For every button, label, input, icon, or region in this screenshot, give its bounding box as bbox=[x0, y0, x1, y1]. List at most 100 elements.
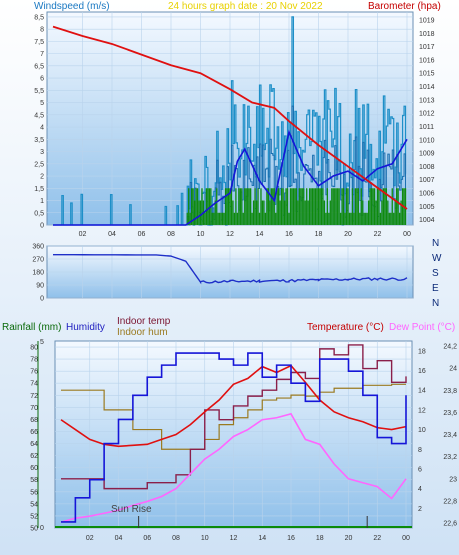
temperature-tick-label: 18 bbox=[418, 348, 426, 355]
humidity-tick-label: 54 bbox=[30, 501, 38, 508]
barometer-tick-label: 1010 bbox=[419, 137, 435, 144]
temperature-tick-label: 12 bbox=[418, 407, 426, 414]
dew-point-label: Dew Point (°C) bbox=[389, 322, 455, 333]
indoor-temp-tick-label: 23,6 bbox=[443, 410, 457, 417]
humidity-tick-label: 62 bbox=[30, 453, 38, 460]
indoor-temp-tick-label: 24,2 bbox=[443, 344, 457, 351]
humidity-tick-label: 72 bbox=[30, 393, 38, 400]
direction-tick-label: 270 bbox=[32, 257, 44, 264]
indoor-temp-tick-label: 22,6 bbox=[443, 521, 457, 528]
temp-x-tick-label: 16 bbox=[287, 535, 295, 542]
wind-x-tick-label: 04 bbox=[108, 231, 116, 238]
wind-x-tick-label: 06 bbox=[138, 231, 146, 238]
wind-x-tick-label: 02 bbox=[79, 231, 87, 238]
humidity-tick-label: 56 bbox=[30, 489, 38, 496]
temp-x-tick-label: 12 bbox=[230, 535, 238, 542]
barometer-tick-label: 1004 bbox=[419, 217, 435, 224]
indoor-temp-tick-label: 23,4 bbox=[443, 432, 457, 439]
barometer-tick-label: 1019 bbox=[419, 17, 435, 24]
barometer-tick-label: 1005 bbox=[419, 204, 435, 211]
wind-x-tick-label: 00 bbox=[403, 231, 411, 238]
temp-x-tick-label: 20 bbox=[345, 535, 353, 542]
indoor-temp-series bbox=[61, 344, 407, 490]
windspeed-axis-label: Windspeed (m/s) bbox=[34, 1, 110, 12]
wind-x-tick-label: 12 bbox=[226, 231, 234, 238]
humidity-series bbox=[61, 352, 407, 523]
rain-tick-label: 0 bbox=[40, 525, 44, 532]
temperature-tick-label: 2 bbox=[418, 506, 422, 513]
temp-x-tick-label: 14 bbox=[258, 535, 266, 542]
temperature-tick-label: 4 bbox=[418, 486, 422, 493]
wind-tick-label: 0 bbox=[40, 223, 44, 230]
wind-tick-label: 7,5 bbox=[34, 39, 44, 46]
direction-letter-n-top: N bbox=[432, 238, 439, 249]
barometer-tick-label: 1013 bbox=[419, 97, 435, 104]
wind-tick-label: 8,5 bbox=[34, 14, 44, 21]
wind-x-tick-label: 14 bbox=[256, 231, 264, 238]
wind-tick-label: 7 bbox=[40, 51, 44, 58]
humidity-tick-label: 52 bbox=[30, 513, 38, 520]
wind-direction-bars bbox=[186, 188, 407, 225]
wind-tick-label: 4 bbox=[40, 125, 44, 132]
direction-letter-s: S bbox=[432, 268, 439, 279]
temp-x-tick-label: 00 bbox=[402, 535, 410, 542]
humidity-tick-label: 74 bbox=[30, 381, 38, 388]
barometer-tick-label: 1017 bbox=[419, 44, 435, 51]
humidity-tick-label: 66 bbox=[30, 429, 38, 436]
temp-x-tick-label: 08 bbox=[172, 535, 180, 542]
temperature-tick-label: 6 bbox=[418, 466, 422, 473]
direction-tick-label: 180 bbox=[32, 270, 44, 277]
humidity-tick-label: 70 bbox=[30, 405, 38, 412]
barometer-tick-label: 1009 bbox=[419, 151, 435, 158]
temp-x-tick-label: 22 bbox=[373, 535, 381, 542]
wind-tick-label: 8 bbox=[40, 27, 44, 34]
humidity-tick-label: 58 bbox=[30, 477, 38, 484]
direction-tick-label: 90 bbox=[36, 283, 44, 290]
indoor-temp-label: Indoor temp bbox=[117, 316, 171, 327]
indoor-hum-label: Indoor hum bbox=[117, 327, 168, 338]
barometer-series bbox=[52, 25, 408, 210]
wind-tick-label: 3 bbox=[40, 149, 44, 156]
barometer-tick-label: 1015 bbox=[419, 71, 435, 78]
indoor-temp-tick-label: 23 bbox=[449, 476, 457, 483]
wind-tick-label: 0,5 bbox=[34, 210, 44, 217]
wind-tick-label: 6,5 bbox=[34, 63, 44, 70]
wind-x-tick-label: 10 bbox=[197, 231, 205, 238]
wind-tick-label: 3,5 bbox=[34, 137, 44, 144]
wind-tick-label: 5,5 bbox=[34, 88, 44, 95]
barometer-tick-label: 1006 bbox=[419, 191, 435, 198]
wind-x-tick-label: 20 bbox=[344, 231, 352, 238]
direction-series bbox=[52, 253, 408, 285]
dew-point-series bbox=[60, 412, 407, 523]
barometer-tick-label: 1008 bbox=[419, 164, 435, 171]
humidity-tick-label: 76 bbox=[30, 369, 38, 376]
wind-tick-label: 6 bbox=[40, 76, 44, 83]
indoor-hum-series bbox=[61, 383, 406, 450]
temp-x-tick-label: 06 bbox=[143, 535, 151, 542]
wind-x-tick-label: 22 bbox=[374, 231, 382, 238]
indoor-temp-tick-label: 23,2 bbox=[443, 454, 457, 461]
barometer-axis-label: Barometer (hpa) bbox=[368, 1, 441, 12]
wind-tick-label: 2 bbox=[40, 174, 44, 181]
temp-x-tick-label: 02 bbox=[86, 535, 94, 542]
direction-letter-w: W bbox=[432, 253, 442, 264]
barometer-tick-label: 1007 bbox=[419, 177, 435, 184]
chart-subtitle: 24 hours graph date : 20 Nov 2022 bbox=[168, 1, 323, 12]
barometer-tick-label: 1012 bbox=[419, 111, 435, 118]
rain-tick-label: 5 bbox=[40, 339, 44, 346]
temp-x-tick-label: 10 bbox=[201, 535, 209, 542]
direction-tick-label: 0 bbox=[40, 296, 44, 303]
barometer-tick-label: 1014 bbox=[419, 84, 435, 91]
direction-letter-e: E bbox=[432, 283, 439, 294]
temperature-tick-label: 10 bbox=[418, 427, 426, 434]
wind-x-tick-label: 16 bbox=[285, 231, 293, 238]
humidity-label: Humidity bbox=[66, 322, 105, 333]
temperature-tick-label: 8 bbox=[418, 447, 422, 454]
barometer-tick-label: 1018 bbox=[419, 31, 435, 38]
temp-x-tick-label: 04 bbox=[115, 535, 123, 542]
wind-tick-label: 1,5 bbox=[34, 186, 44, 193]
wind-tick-label: 1 bbox=[40, 198, 44, 205]
barometer-tick-label: 1011 bbox=[419, 124, 434, 131]
